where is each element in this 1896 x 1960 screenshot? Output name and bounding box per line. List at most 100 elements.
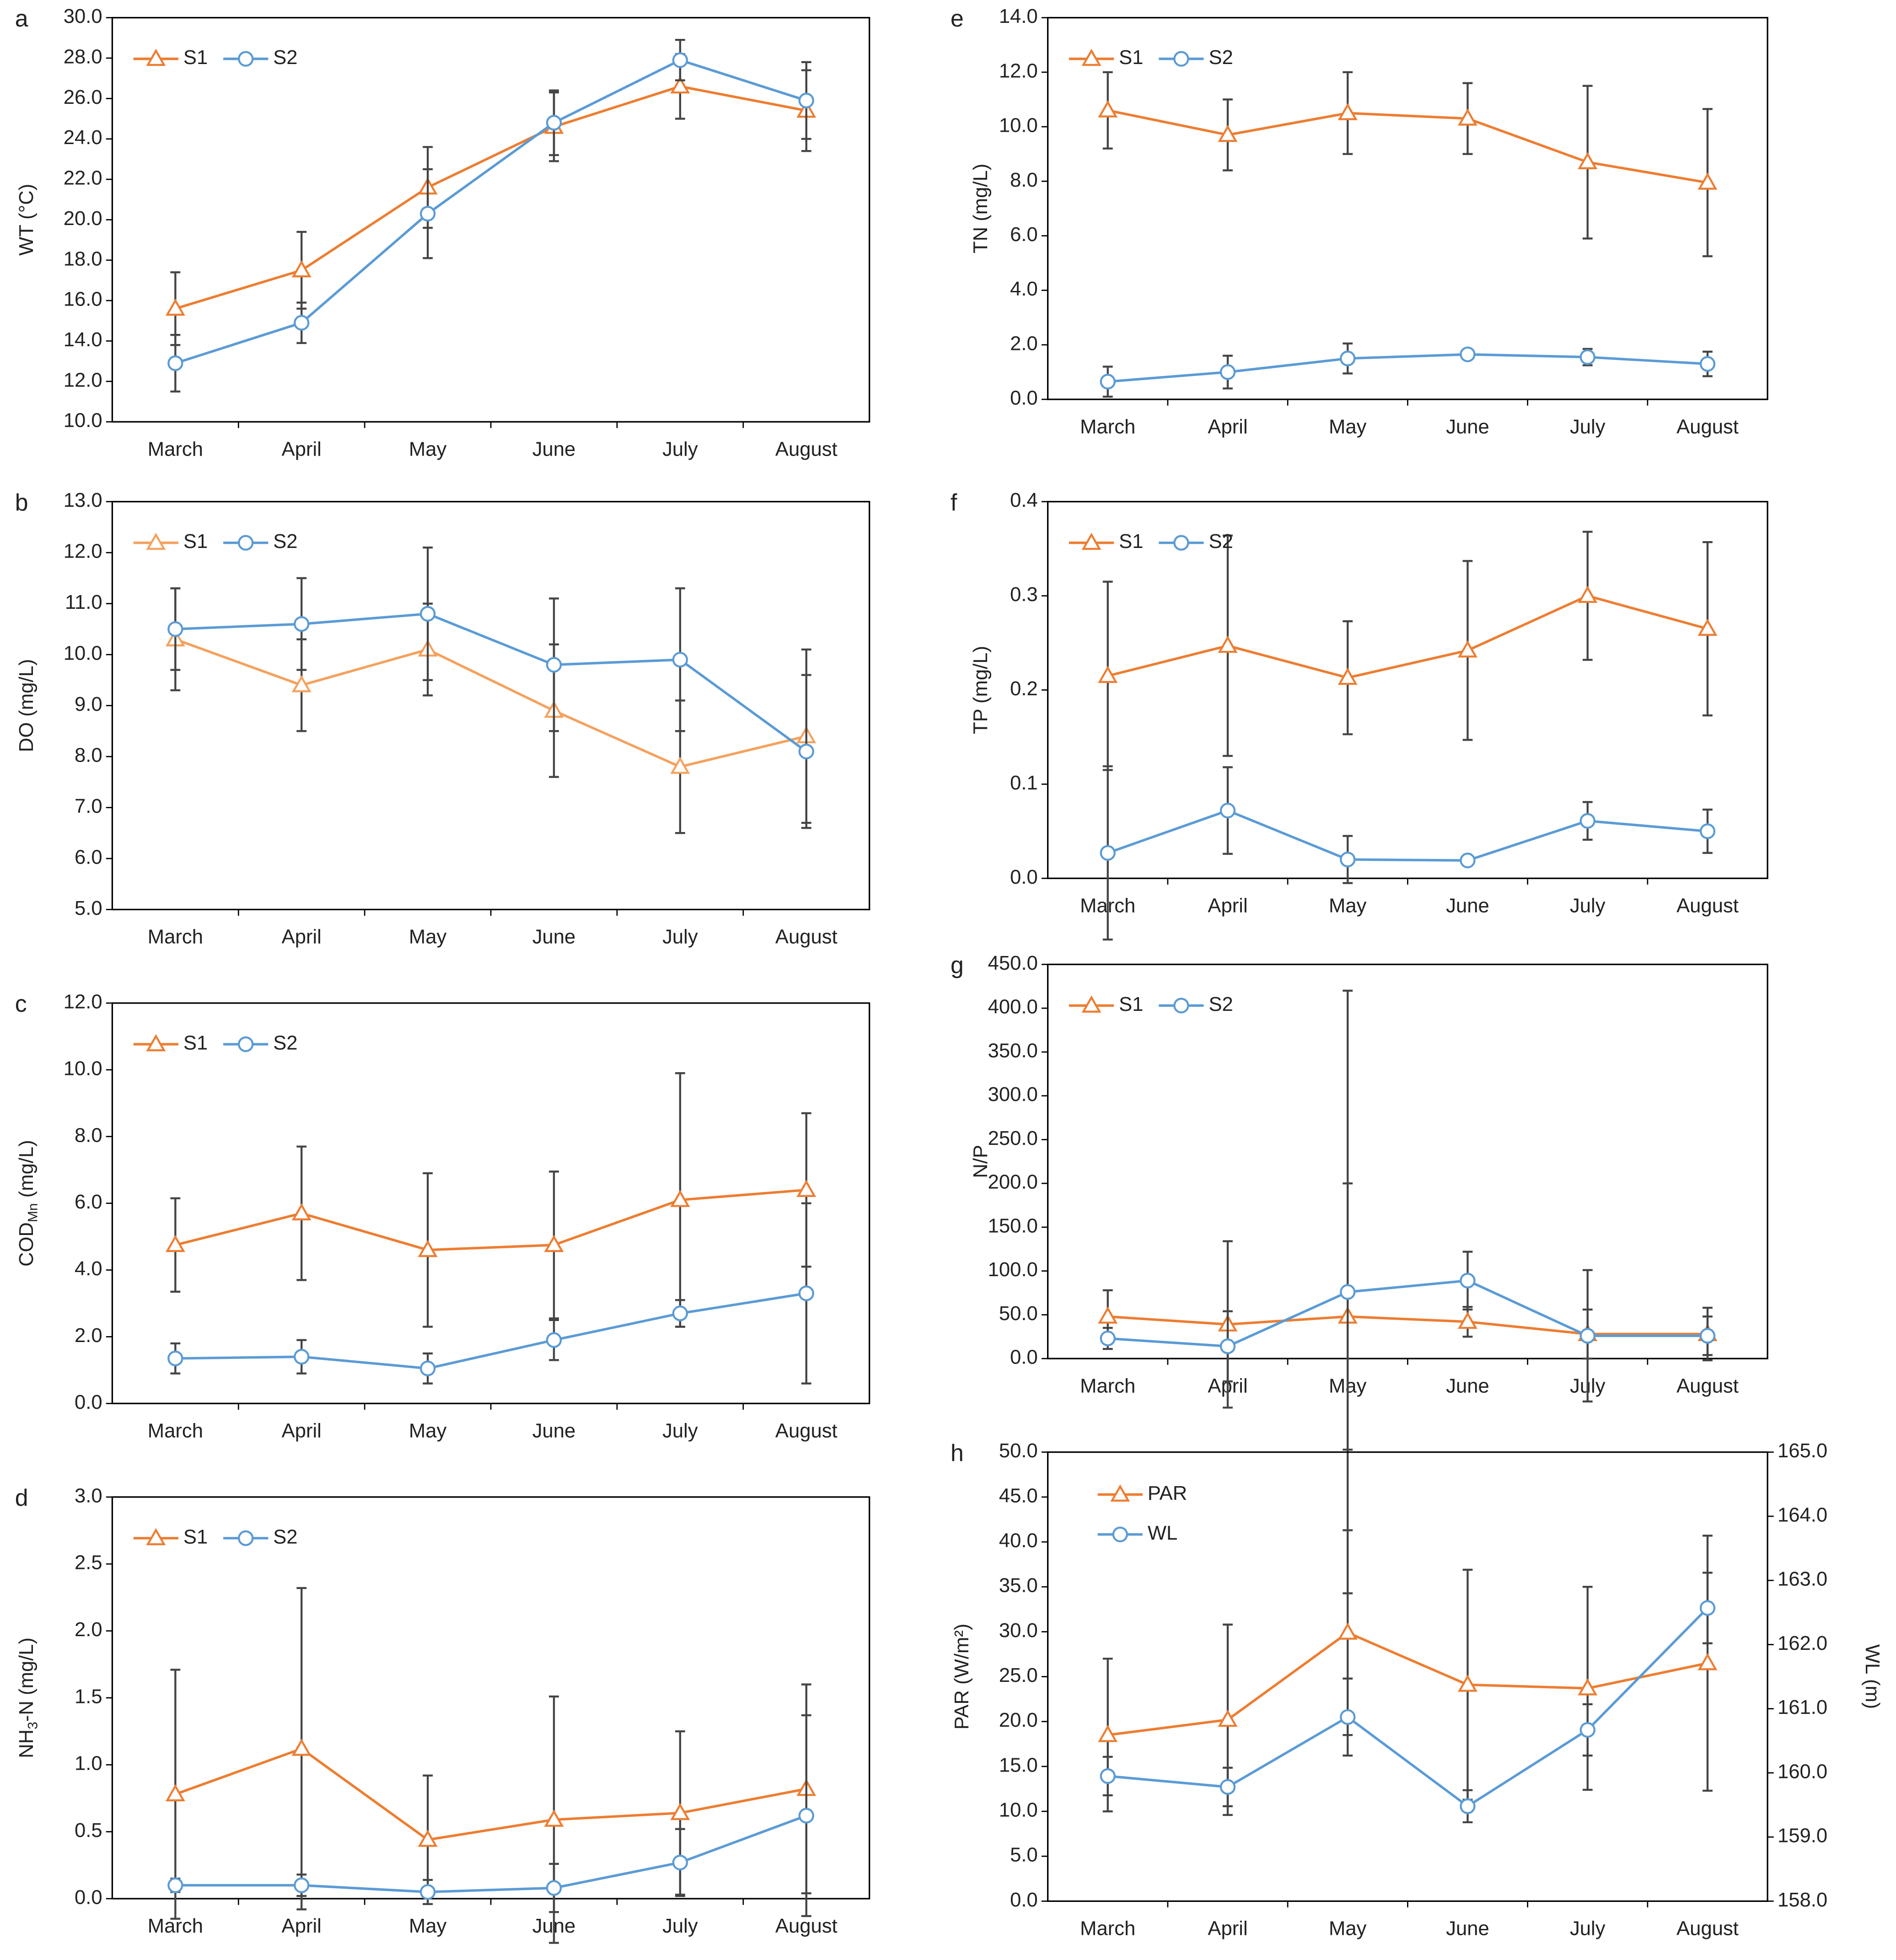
legend-label: S2 <box>1208 47 1233 69</box>
marker <box>670 76 690 94</box>
marker <box>1081 48 1101 66</box>
legend-label: S1 <box>183 1032 208 1054</box>
series-line <box>175 1814 807 1894</box>
marker <box>796 1180 816 1197</box>
marker <box>1579 349 1595 365</box>
y-tick-label: 9.0 <box>75 693 102 715</box>
marker <box>1458 108 1477 126</box>
legend-label: S1 <box>183 1526 208 1548</box>
legend-label: S1 <box>183 47 208 69</box>
y-tick-label: 1.0 <box>75 1753 102 1775</box>
y-tick-label: 24.0 <box>64 127 102 149</box>
y-tick-label: 30.0 <box>999 1620 1038 1642</box>
marker <box>1098 1725 1118 1742</box>
panel: h 0.0 5.0 10.0 15.0 20.0 25.0 30.0 35.0 40.0 45.0 5… <box>951 1439 1883 1940</box>
marker <box>1218 635 1238 653</box>
series-line <box>1107 1631 1708 1736</box>
y-tick-label: 6.0 <box>75 1191 102 1213</box>
plot-frame <box>111 17 870 423</box>
marker <box>1098 1306 1118 1324</box>
x-tick-label: August <box>1676 1918 1739 1940</box>
marker <box>1340 1284 1356 1300</box>
marker <box>167 1350 183 1367</box>
marker <box>1112 1526 1128 1542</box>
x-tick-label: July <box>1570 416 1606 438</box>
y-axis-label: WT (°C) <box>16 184 38 256</box>
y-tick-label: 0.2 <box>1010 678 1038 700</box>
panel: f0.00.10.20.30.4TP (mg/L)March April May Ju… <box>951 489 1768 941</box>
y-tick-label: 14.0 <box>999 5 1038 27</box>
series-line <box>1107 353 1708 383</box>
y-axis-label-main: NH <box>16 1729 38 1758</box>
x-tick-label: August <box>775 1420 838 1442</box>
y-axis-label-main: N/P <box>970 1145 992 1178</box>
marker <box>1460 1273 1476 1289</box>
y-tick-label: 200.0 <box>988 1171 1038 1193</box>
marker <box>294 1349 310 1365</box>
x-tick-label: August <box>775 926 838 948</box>
plot-frame <box>1047 1451 1768 1902</box>
series-line <box>175 638 807 768</box>
marker <box>167 1877 183 1893</box>
marker <box>1458 1311 1477 1329</box>
marker <box>291 1738 312 1756</box>
x-tick-label: August <box>775 1915 838 1937</box>
y-tick-label: 25.0 <box>999 1665 1038 1686</box>
panel: e 0.0 2.0 4.0 6.0 8.0 10.0 12.0 14.0 TN (mg/L) Mar… <box>951 5 1768 438</box>
x-tick-label: March <box>1080 1375 1135 1397</box>
marker <box>1460 852 1476 869</box>
series-line <box>1107 1279 1708 1348</box>
marker <box>1458 640 1477 658</box>
y-tick-label: 5.0 <box>1010 1844 1038 1866</box>
x-tick-label: April <box>282 926 322 948</box>
marker <box>1699 1600 1716 1616</box>
y-axis-label-sub: Mn <box>26 1203 41 1222</box>
y-tick-label: 45.0 <box>999 1485 1038 1507</box>
y-tick-label: 50.0 <box>999 1440 1038 1462</box>
marker <box>1578 1678 1598 1696</box>
marker <box>1100 374 1116 390</box>
x-tick-label: August <box>775 438 838 460</box>
y-tick-label: 10.0 <box>999 1799 1038 1821</box>
x-tick-label: March <box>148 438 203 460</box>
legend-label: S2 <box>1208 993 1233 1015</box>
panel: b 5.0 6.0 7.0 8.0 9.0 10.0 11.0 12.0 13.0 DO (mg/L… <box>15 489 870 948</box>
y-tick-label: 8.0 <box>75 745 102 767</box>
y-tick-label: 12.0 <box>64 369 102 391</box>
marker <box>1110 1484 1130 1502</box>
y-tick-label: 0.0 <box>75 1391 102 1413</box>
x-tick-label: May <box>409 438 447 460</box>
marker <box>238 51 254 67</box>
marker <box>146 48 166 66</box>
legend-label: S2 <box>273 1032 297 1054</box>
panel: c 0.0 2.0 4.0 6.0 8.0 10.0 12.0 CODMn (mg/L) Marc… <box>15 990 870 1442</box>
marker <box>1098 100 1118 118</box>
marker <box>544 1235 564 1252</box>
y-tick-label: 0.3 <box>1010 584 1038 606</box>
marker <box>1579 813 1595 829</box>
x-tick-label: May <box>409 926 447 948</box>
x-tick-label: April <box>282 1420 322 1442</box>
marker <box>167 355 183 371</box>
y-axis-label: CODMn (mg/L) <box>16 1140 41 1267</box>
y-tick-label: 20.0 <box>64 208 102 230</box>
x-tick-label: March <box>148 926 203 948</box>
marker <box>238 1036 254 1052</box>
y2-tick-label: 158.0 <box>1778 1889 1827 1911</box>
y-tick-label: 6.0 <box>1010 224 1038 246</box>
marker <box>1337 1622 1358 1640</box>
x-tick-label: April <box>1208 416 1247 438</box>
x-tick-label: March <box>148 1420 203 1442</box>
x-tick-label: June <box>532 926 576 948</box>
marker <box>1340 1709 1356 1725</box>
y-tick-label: 4.0 <box>1010 278 1038 300</box>
panel: a 10.0 12.0 14.0 16.0 18.0 20.0 22.0 24.0 26.0 28.… <box>15 5 870 460</box>
x-tick-label: July <box>662 1915 698 1937</box>
marker <box>1081 995 1101 1013</box>
y-tick-label: 30.0 <box>64 5 102 27</box>
panel-letter: c <box>15 990 27 1017</box>
y-tick-label: 10.0 <box>64 410 102 432</box>
y-axis-label-main: WT (°C) <box>16 184 38 256</box>
y-tick-label: 4.0 <box>75 1258 102 1280</box>
marker <box>167 621 183 637</box>
